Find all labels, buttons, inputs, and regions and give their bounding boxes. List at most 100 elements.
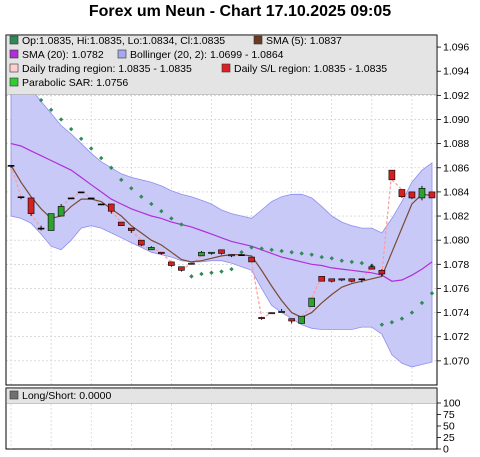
sar-point bbox=[99, 155, 104, 161]
legend-swatch bbox=[9, 77, 19, 87]
trading-region-connector bbox=[130, 230, 142, 241]
y-tick-label: 1.084 bbox=[443, 186, 469, 198]
candle-body bbox=[218, 249, 225, 254]
candle-body bbox=[428, 191, 436, 199]
sar-point bbox=[339, 258, 344, 263]
legend-entry: Op:1.0835, Hi:1.0835, Lo:1.0834, Cl:1.08… bbox=[22, 35, 225, 47]
y-tick-label: 1.094 bbox=[443, 66, 469, 78]
candle-body bbox=[107, 203, 115, 212]
candle-body bbox=[228, 254, 235, 257]
y-tick-label: 1.070 bbox=[443, 355, 469, 367]
sar-point bbox=[259, 246, 264, 251]
trading-region-connector bbox=[381, 170, 393, 275]
lower-legend-entry: Long/Short: 0.0000 bbox=[22, 390, 111, 402]
candle-body bbox=[278, 311, 285, 313]
candle-body bbox=[378, 270, 386, 275]
sar-point bbox=[229, 266, 234, 272]
legend-swatch bbox=[221, 63, 231, 73]
candle-body bbox=[358, 278, 366, 281]
legend-swatch bbox=[9, 49, 19, 59]
candle-body bbox=[318, 276, 326, 282]
candle-body bbox=[97, 203, 105, 206]
candle-body bbox=[338, 278, 346, 281]
legend-entry: Parabolic SAR: 1.0756 bbox=[22, 77, 128, 89]
candle-body bbox=[67, 197, 75, 200]
sar-point bbox=[179, 222, 184, 227]
sar-point bbox=[48, 107, 54, 113]
candle-body bbox=[117, 221, 125, 226]
trading-region-connector bbox=[70, 191, 82, 199]
sar-point bbox=[319, 254, 324, 260]
sma20-line bbox=[10, 143, 433, 282]
trading-region-connector bbox=[301, 306, 313, 317]
candle-body bbox=[178, 266, 185, 271]
legend-entry: Daily trading region: 1.0835 - 1.0835 bbox=[22, 63, 192, 75]
y-tick-label: 1.076 bbox=[443, 283, 469, 295]
sar-point bbox=[119, 177, 124, 183]
candle-body bbox=[248, 256, 255, 263]
candle-body bbox=[138, 239, 145, 246]
sar-point bbox=[329, 256, 334, 261]
candle-body bbox=[57, 206, 65, 217]
lower-legend-box bbox=[6, 388, 437, 404]
sar-point bbox=[389, 320, 395, 325]
trading-region-connector bbox=[160, 252, 172, 263]
y-tick-label: 1.090 bbox=[443, 114, 469, 126]
sar-point bbox=[409, 310, 415, 315]
candle-body bbox=[368, 266, 376, 270]
legend-swatch bbox=[117, 49, 127, 59]
sar-point bbox=[129, 186, 134, 191]
candle-body bbox=[258, 317, 265, 319]
legend-swatch bbox=[9, 63, 19, 73]
sar-point bbox=[309, 252, 314, 257]
candle-body bbox=[238, 254, 245, 256]
sar-point bbox=[109, 165, 114, 170]
sar-point bbox=[159, 209, 164, 214]
sar-point bbox=[219, 269, 224, 274]
lower-y-tick-label: 75 bbox=[443, 409, 455, 421]
candle-body bbox=[158, 251, 165, 254]
candle-body bbox=[168, 261, 175, 266]
legend-swatch bbox=[253, 35, 263, 45]
candle-body bbox=[268, 312, 275, 315]
trading-region-connector bbox=[60, 197, 72, 207]
candle-body bbox=[208, 251, 215, 254]
y-tick-label: 1.082 bbox=[443, 211, 469, 223]
sar-point bbox=[279, 248, 284, 254]
y-tick-label: 1.096 bbox=[443, 42, 469, 54]
y-tick-label: 1.086 bbox=[443, 162, 469, 174]
y-tick-label: 1.072 bbox=[443, 331, 469, 343]
trading-region-connector bbox=[10, 165, 22, 197]
legend-entry: Daily S/L region: 1.0835 - 1.0835 bbox=[234, 63, 387, 75]
candle-body bbox=[77, 191, 85, 194]
y-tick-label: 1.092 bbox=[443, 90, 469, 102]
candle-body bbox=[288, 318, 295, 322]
sar-point bbox=[269, 247, 274, 253]
sar-point bbox=[349, 259, 355, 265]
sar-point bbox=[58, 117, 64, 122]
candle-body bbox=[198, 251, 205, 257]
sar-point bbox=[399, 316, 405, 321]
trading-region-connector bbox=[110, 210, 122, 223]
candle-body bbox=[388, 169, 396, 181]
legend-box bbox=[6, 35, 437, 95]
y-tick-label: 1.074 bbox=[443, 307, 469, 319]
candle-body bbox=[87, 197, 95, 200]
sar-point bbox=[139, 194, 144, 199]
lower-y-tick-label: 100 bbox=[443, 398, 461, 410]
candle-body bbox=[47, 213, 55, 231]
sar-point bbox=[68, 126, 74, 132]
chart-title: Forex um Neun - Chart 17.10.2025 09:05 bbox=[88, 3, 392, 20]
sar-point bbox=[169, 216, 174, 221]
sar-point bbox=[419, 300, 425, 306]
y-tick-label: 1.088 bbox=[443, 138, 469, 150]
candle-body bbox=[418, 187, 426, 199]
candle-body bbox=[127, 227, 135, 231]
y-tick-label: 1.078 bbox=[443, 259, 469, 271]
legend-entry: SMA (5): 1.0837 bbox=[266, 35, 342, 47]
candle-body bbox=[398, 189, 406, 198]
legend-swatch bbox=[9, 35, 19, 45]
trading-region-connector bbox=[30, 213, 42, 229]
